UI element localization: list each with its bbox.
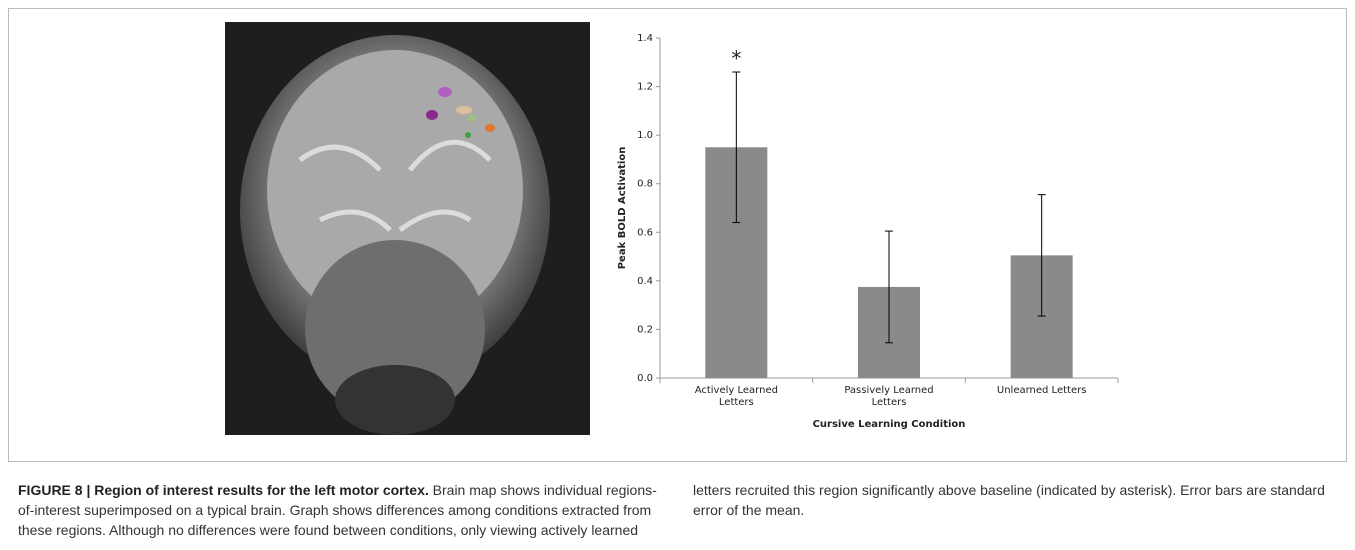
y-tick-label: 0.8: [637, 179, 653, 190]
brain-image: [225, 22, 590, 435]
x-tick-label: Unlearned Letters: [996, 385, 1087, 396]
caption-body: Brain map shows individual regions-of-in…: [18, 482, 1325, 538]
figure-frame: [8, 8, 1347, 462]
y-tick-label: 0.6: [637, 227, 653, 238]
y-tick-label: 0.4: [637, 276, 653, 287]
y-tick-label: 1.4: [637, 33, 653, 44]
x-tick-label: Passively Learned Letters: [844, 385, 934, 408]
caption: FIGURE 8 | Region of interest results fo…: [18, 480, 1338, 540]
figure: Peak BOLD Activation Cursive Learning Co…: [225, 22, 1119, 435]
y-tick-label: 1.2: [637, 82, 653, 93]
y-axis-label: Peak BOLD Activation: [617, 147, 628, 270]
x-axis-label: Cursive Learning Condition: [813, 419, 966, 430]
annotation: *: [731, 47, 741, 71]
caption-title: FIGURE 8 | Region of interest results fo…: [18, 482, 429, 498]
y-tick-label: 0.0: [637, 373, 653, 384]
y-tick-label: 0.2: [637, 324, 653, 335]
y-tick-label: 1.0: [637, 130, 653, 141]
x-tick-label: Actively Learned Letters: [694, 385, 778, 408]
